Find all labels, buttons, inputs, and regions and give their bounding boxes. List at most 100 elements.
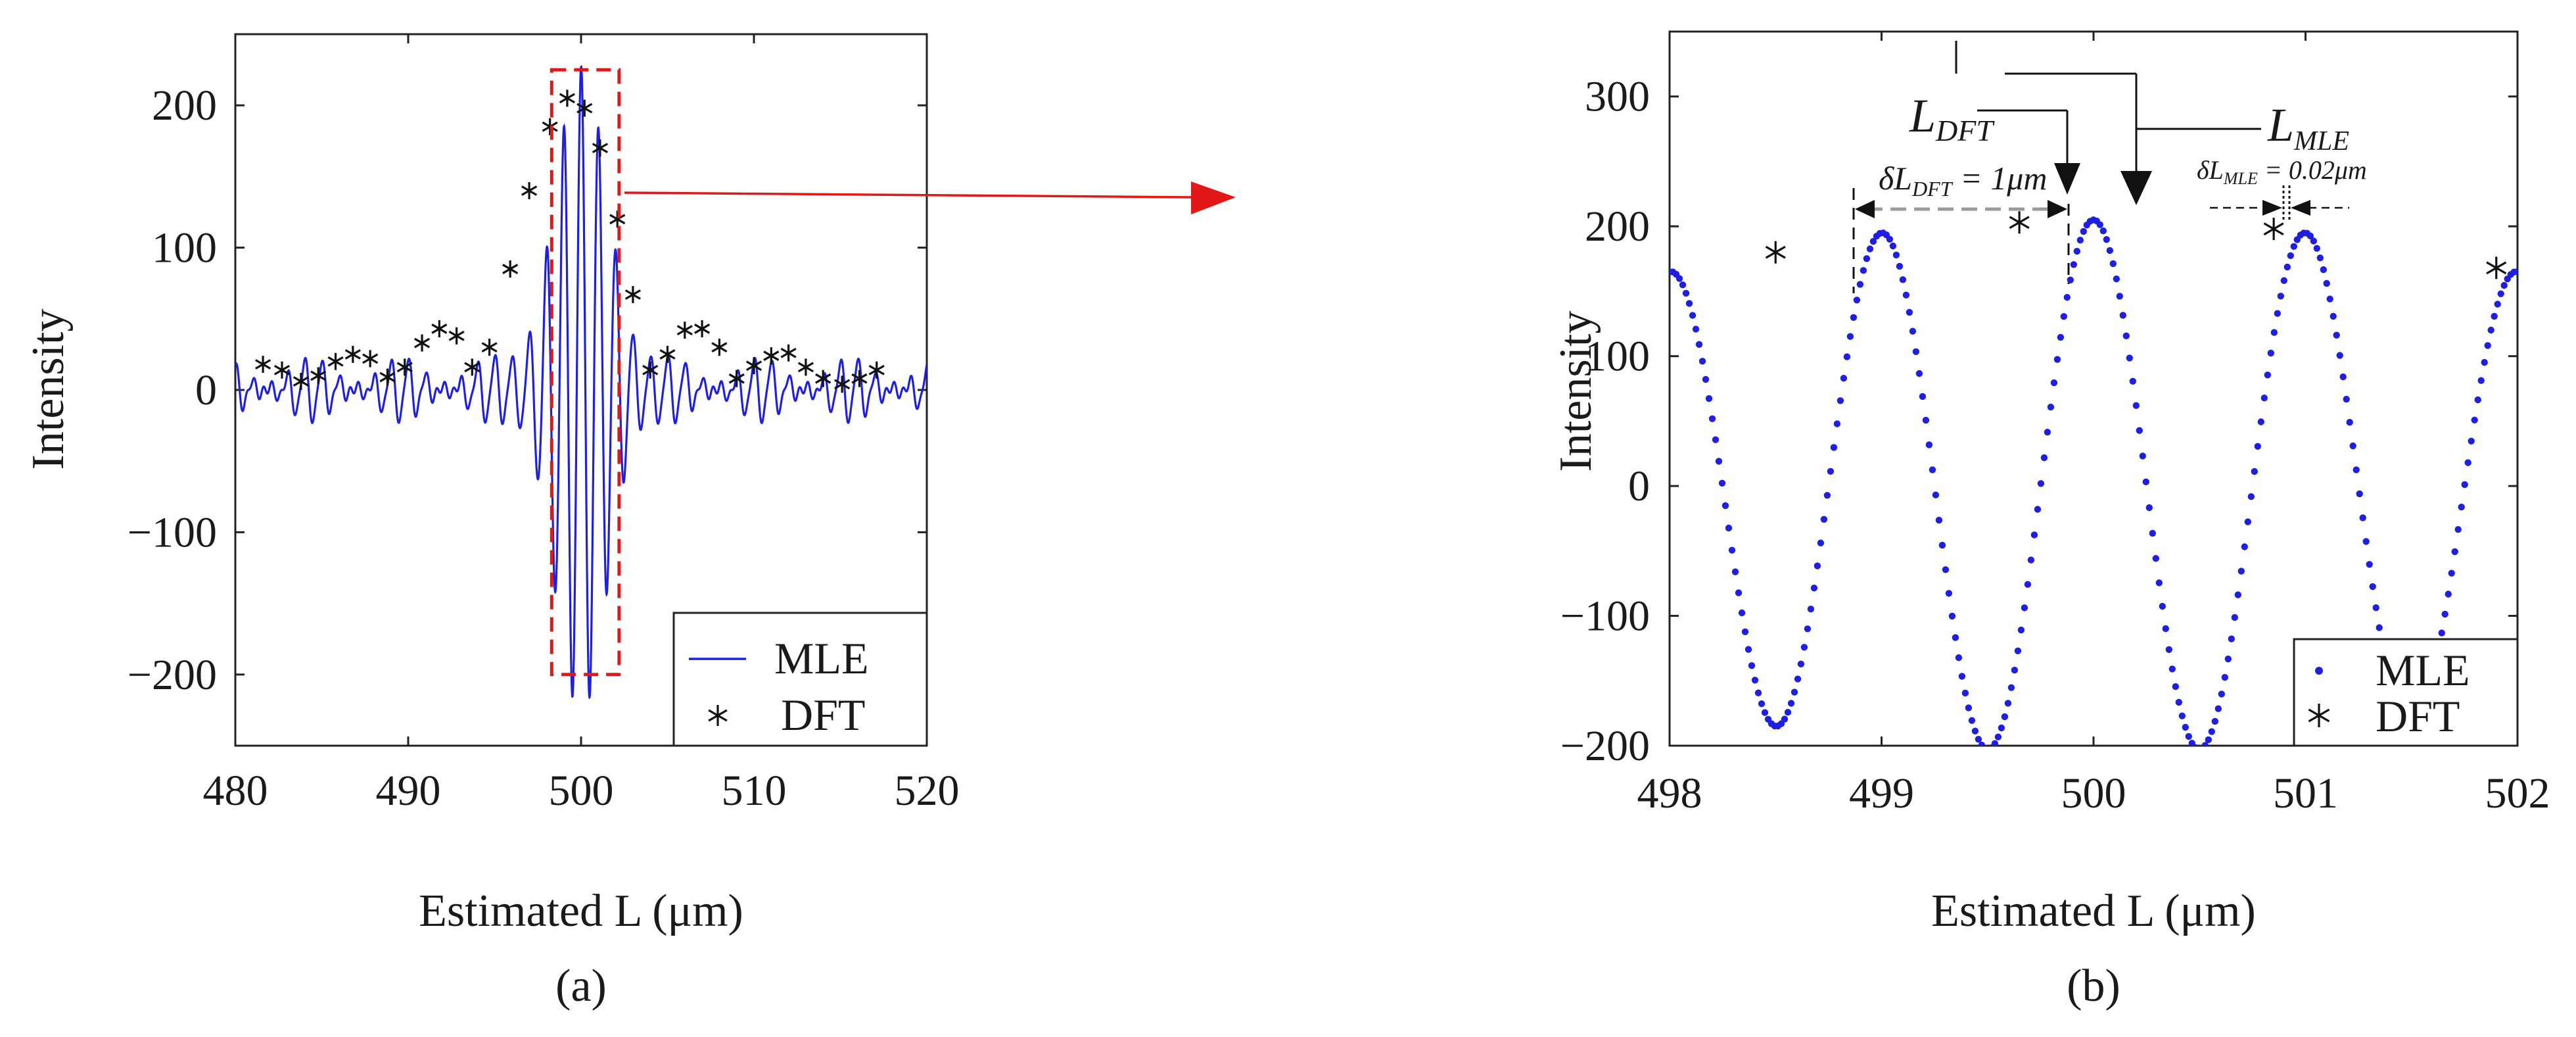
mle-dot [2099,227,2107,235]
mle-dot [2040,454,2048,462]
mle-dot [2244,518,2251,525]
mle-dot [2214,705,2222,712]
mle-dot [2211,717,2218,725]
mle-dot [1856,281,1864,288]
y-tick-label: 0 [195,366,217,414]
dft-point [659,345,676,363]
mle-dot [2323,279,2330,287]
dft-point [379,368,396,386]
mle-dot [1675,275,1683,282]
dft-point [763,347,780,365]
mle-dot [1889,242,1897,250]
panel-b-dft-markers [1765,211,2507,279]
mle-dot [1938,541,1946,549]
mle-dot [2136,427,2143,434]
panel-b-mle-dots [1670,216,2517,746]
y-tick-label: 300 [1585,73,1650,121]
mle-dot [1952,634,1959,641]
x-tick-label: 520 [895,767,960,815]
mle-dot [2241,543,2248,550]
mle-dot [1761,709,1769,716]
mle-dot [2182,723,2189,731]
mle-dot [1754,689,1762,696]
mle-dot [1679,281,1687,289]
mle-dot [2096,221,2103,228]
x-tick-label: 499 [1849,769,1914,817]
mle-dot [1702,375,1710,383]
mle-dot [2103,236,2110,243]
mle-dot [1705,395,1713,402]
mle-dot [2116,293,2123,300]
mle-dot [2014,647,2022,654]
panel-a-label: (a) [555,961,607,1011]
panel-b-legend-dft-swatch [2308,704,2330,727]
mle-dot [1945,590,1953,597]
mle-dot [2359,514,2366,521]
l-mle-label: LMLE [2267,99,2349,157]
mle-dot [2113,276,2120,283]
mle-dot [2353,466,2360,473]
dft-point [502,260,519,278]
mle-dot [2448,569,2455,577]
mle-dot [2471,416,2478,423]
dft-point [851,370,868,387]
mle-dot [2445,591,2452,598]
mle-dot [2063,294,2071,301]
x-tick-label: 510 [722,767,787,815]
mle-dot [1837,397,1844,404]
mle-dot [2047,403,2055,411]
mle-dot [2310,237,2317,245]
delta-mle-arrowhead-left [2262,200,2282,216]
mle-dot [2119,312,2126,319]
mle-dot [2073,247,2080,255]
mle-dot [2132,402,2140,409]
dft-point [609,210,626,228]
mle-dot [2333,331,2340,339]
mle-dot [1961,689,1969,697]
mle-dot [1794,675,1802,683]
mle-dot [2057,333,2065,341]
mle-dot [2454,526,2462,533]
mle-dot [1968,717,1976,724]
dft-point [2486,256,2507,279]
panel-b-legend-dft: DFT [2376,691,2460,741]
mle-dot [2247,493,2255,500]
mle-dot [1682,289,1690,297]
mle-dot [1998,724,2005,732]
x-tick-label: 501 [2273,769,2338,817]
y-tick-label: 200 [152,82,217,130]
mle-dot [2027,556,2035,564]
mle-dot [1991,740,1999,746]
dft-point [815,370,831,387]
mle-dot [1692,326,1700,333]
mle-dot [2067,276,2074,283]
mle-dot [1715,458,1723,465]
zoom-arrow-head [1191,181,1236,214]
dft-point [464,358,480,376]
mle-dot [2438,629,2445,637]
mle-dot [1745,646,1752,653]
mle-dot [2221,673,2228,681]
mle-dot [2106,247,2113,254]
legend-dft-star [2308,704,2330,727]
mle-dot [1896,262,1904,270]
mle-dot [1738,609,1746,617]
mle-dot [2011,666,2019,674]
mle-dot [2162,625,2169,633]
legend-dft-star [708,705,728,726]
dft-point [396,358,413,376]
mle-dot [1797,660,1805,667]
mle-dot [2122,332,2130,339]
mle-dot [1899,276,1907,283]
mle-dot [1919,393,1927,400]
dft-point [2263,218,2284,241]
mle-dot [1735,589,1743,596]
mle-dot [2172,683,2179,690]
mle-dot [2376,624,2383,631]
mle-dot [2461,481,2468,489]
mle-dot [1971,727,1979,735]
mle-dot [2372,604,2379,612]
dft-point [413,334,431,352]
panel-b-xlabel: Estimated L (μm) [1931,886,2256,936]
mle-dot [2070,261,2077,268]
